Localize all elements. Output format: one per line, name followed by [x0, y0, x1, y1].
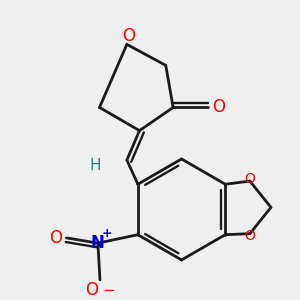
Text: O: O [244, 229, 255, 243]
Text: O: O [85, 281, 98, 299]
Text: O: O [244, 172, 255, 186]
Text: +: + [102, 227, 113, 240]
Text: −: − [102, 283, 115, 298]
Text: N: N [91, 234, 105, 252]
Text: O: O [212, 98, 225, 116]
Text: O: O [49, 229, 62, 247]
Text: O: O [122, 27, 136, 45]
Text: H: H [90, 158, 101, 173]
